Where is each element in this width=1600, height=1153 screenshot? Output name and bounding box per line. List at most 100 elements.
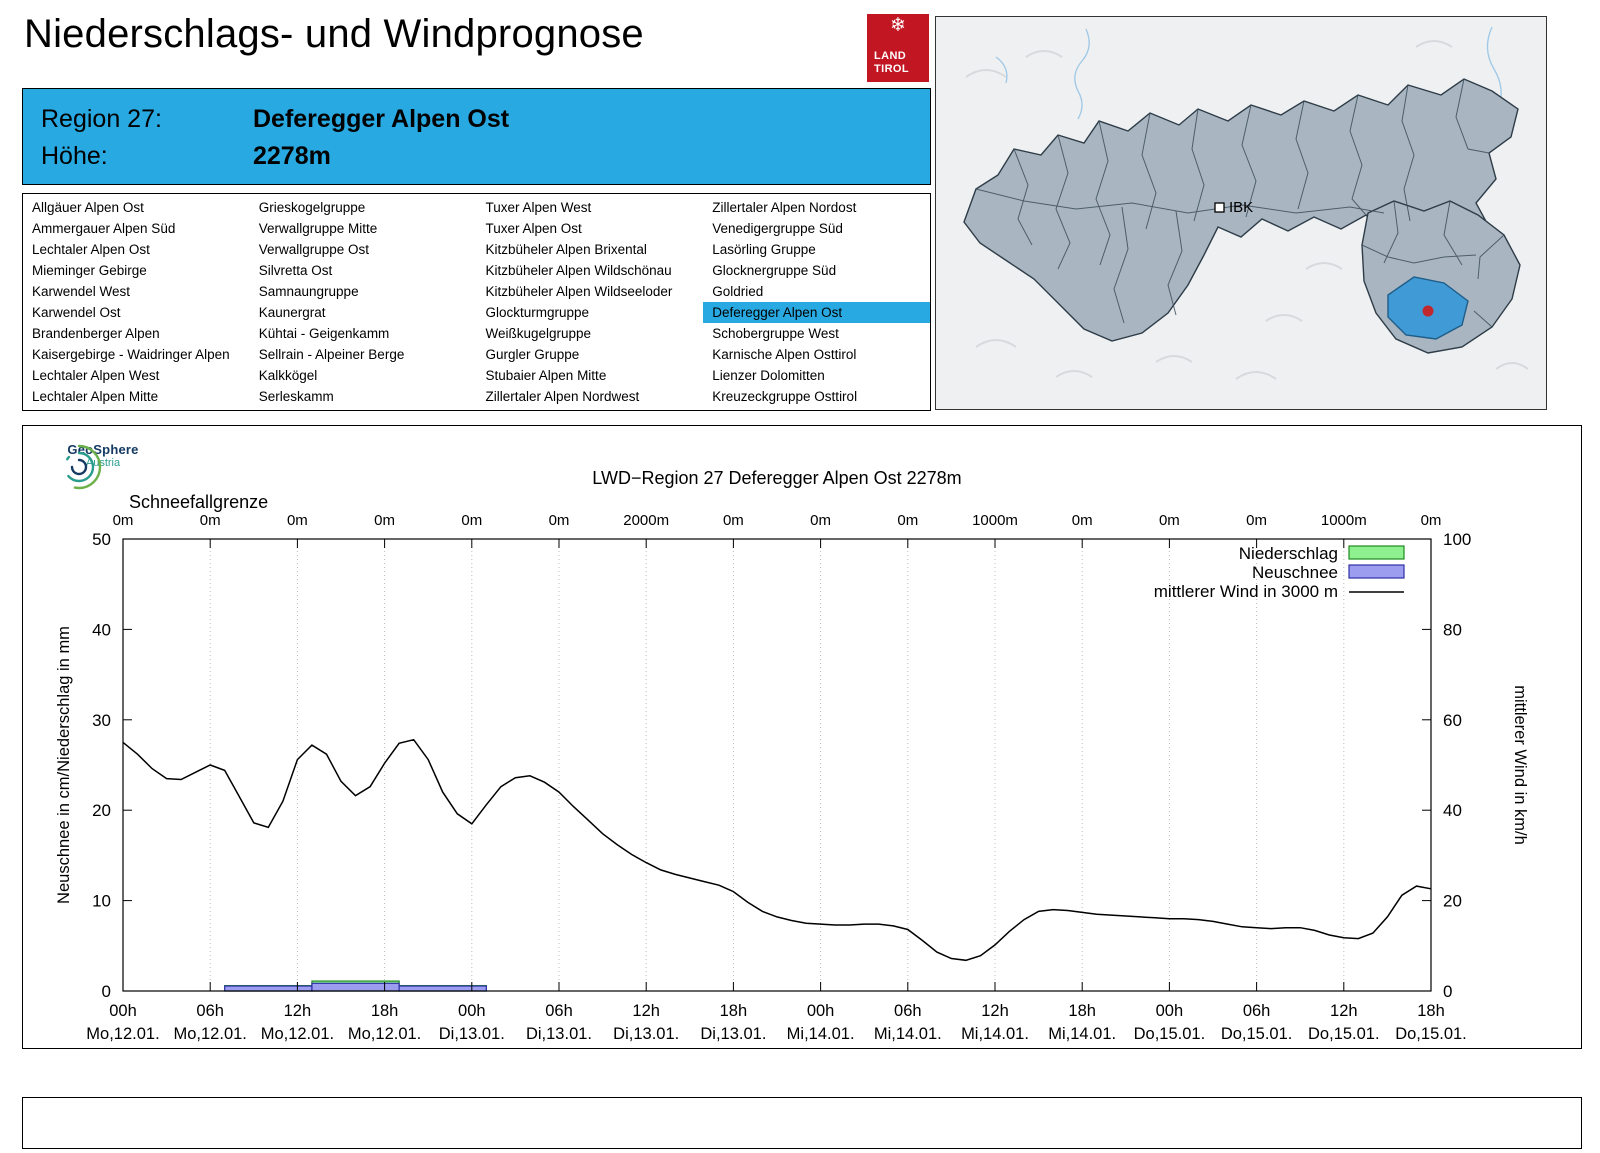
svg-text:Do,15.01.: Do,15.01. xyxy=(1221,1025,1293,1043)
region-list-item[interactable]: Karnische Alpen Osttirol xyxy=(712,347,857,362)
region-list-item[interactable]: Verwallgruppe Mitte xyxy=(258,221,378,236)
svg-text:Mo,12.01.: Mo,12.01. xyxy=(86,1025,159,1043)
region-list-item[interactable]: Kaisergebirge - Waidringer Alpen xyxy=(32,347,230,362)
svg-text:20: 20 xyxy=(1443,892,1462,911)
region-list-item[interactable]: Grieskogelgruppe xyxy=(258,200,366,215)
svg-text:0m: 0m xyxy=(897,512,918,529)
ibk-marker-square xyxy=(1214,202,1225,213)
land-tirol-logo-text: LAND TIROL xyxy=(874,49,909,75)
region-list-item[interactable]: Kitzbüheler Alpen Brixental xyxy=(485,242,647,257)
region-info-panel: Region 27: Deferegger Alpen Ost Höhe: 22… xyxy=(22,88,931,185)
svg-text:Di,13.01.: Di,13.01. xyxy=(613,1025,679,1043)
svg-text:0: 0 xyxy=(1443,982,1452,1001)
svg-text:12h: 12h xyxy=(981,1002,1009,1020)
svg-text:12h: 12h xyxy=(632,1002,660,1020)
svg-text:mittlerer Wind in km/h: mittlerer Wind in km/h xyxy=(1511,685,1529,845)
svg-text:Mo,12.01.: Mo,12.01. xyxy=(348,1025,421,1043)
region-list-item[interactable]: Karwendel West xyxy=(32,284,131,299)
svg-text:06h: 06h xyxy=(1243,1002,1271,1020)
region-list-item[interactable]: Silvretta Ost xyxy=(258,263,333,278)
svg-text:18h: 18h xyxy=(371,1002,399,1020)
svg-text:Mi,14.01.: Mi,14.01. xyxy=(787,1025,855,1043)
svg-text:18h: 18h xyxy=(720,1002,748,1020)
svg-text:0m: 0m xyxy=(287,512,308,529)
region-list-item[interactable]: Venedigergruppe Süd xyxy=(712,221,843,236)
svg-text:Do,15.01.: Do,15.01. xyxy=(1134,1025,1206,1043)
region-list-item[interactable]: Lechtaler Alpen West xyxy=(32,368,160,383)
neuschnee-bar xyxy=(224,985,313,992)
region-list-item[interactable]: Goldried xyxy=(712,284,764,299)
svg-text:06h: 06h xyxy=(545,1002,573,1020)
svg-text:00h: 00h xyxy=(807,1002,835,1020)
region-list-item[interactable]: Deferegger Alpen Ost xyxy=(703,302,930,323)
svg-text:00h: 00h xyxy=(109,1002,137,1020)
svg-text:12h: 12h xyxy=(1330,1002,1358,1020)
region-list-item[interactable]: Kreuzeckgruppe Osttirol xyxy=(712,389,858,404)
region-list-item[interactable]: Serleskamm xyxy=(258,389,334,404)
region-list-item[interactable]: Verwallgruppe Ost xyxy=(258,242,370,257)
svg-text:Neuschnee in cm/Niederschlag i: Neuschnee in cm/Niederschlag in mm xyxy=(55,626,73,904)
region-list-item[interactable]: Schobergruppe West xyxy=(712,326,839,341)
svg-text:1000m: 1000m xyxy=(972,512,1018,529)
svg-text:Mi,14.01.: Mi,14.01. xyxy=(1048,1025,1116,1043)
region-list-item[interactable]: Lechtaler Alpen Ost xyxy=(32,242,150,257)
svg-text:1000m: 1000m xyxy=(1321,512,1367,529)
wind-line xyxy=(122,738,1432,962)
region-list-item[interactable]: Lienzer Dolomitten xyxy=(712,368,825,383)
svg-text:10: 10 xyxy=(92,892,111,911)
region-list-item[interactable]: Zillertaler Alpen Nordost xyxy=(712,200,857,215)
region-list-item[interactable]: Kitzbüheler Alpen Wildseeloder xyxy=(485,284,673,299)
svg-text:0m: 0m xyxy=(113,512,134,529)
forecast-chart: 0 10 20 30 40 50 0 20 40 60 80 100 00h Mo,12.01. 0m 06h… xyxy=(22,425,1582,1049)
region-list-item[interactable]: Kalkkögel xyxy=(258,368,318,383)
region-list-item[interactable]: Stubaier Alpen Mitte xyxy=(485,368,607,383)
neuschnee-bar xyxy=(398,985,487,992)
svg-text:Niederschlag: Niederschlag xyxy=(1239,544,1338,563)
region-list-item[interactable]: Samnaungruppe xyxy=(258,284,359,299)
svg-text:Do,15.01.: Do,15.01. xyxy=(1308,1025,1380,1043)
neuschnee-bar xyxy=(311,982,400,992)
svg-text:0m: 0m xyxy=(374,512,395,529)
tirol-region-map[interactable]: IBK xyxy=(935,16,1547,410)
svg-text:0m: 0m xyxy=(1421,512,1442,529)
region-list-item[interactable]: Allgäuer Alpen Ost xyxy=(32,200,144,215)
region-list-item[interactable]: Gurgler Gruppe xyxy=(485,347,580,362)
svg-text:80: 80 xyxy=(1443,620,1462,639)
svg-text:40: 40 xyxy=(92,620,111,639)
svg-text:0m: 0m xyxy=(1072,512,1093,529)
geosphere-logo: GeoSphere Austria xyxy=(53,442,153,490)
region-list-item[interactable]: Kitzbüheler Alpen Wildschönau xyxy=(485,263,672,278)
svg-text:0m: 0m xyxy=(1159,512,1180,529)
region-value: Deferegger Alpen Ost xyxy=(253,105,510,133)
region-list-item[interactable]: Sellrain - Alpeiner Berge xyxy=(258,347,405,362)
region-list-item[interactable]: Lechtaler Alpen Mitte xyxy=(32,389,159,404)
region-list-item[interactable]: Ammergauer Alpen Süd xyxy=(32,221,176,236)
svg-text:06h: 06h xyxy=(196,1002,224,1020)
svg-text:Mo,12.01.: Mo,12.01. xyxy=(174,1025,247,1043)
chart-svg: 0 10 20 30 40 50 0 20 40 60 80 100 00h Mo,12.01. 0m 06h… xyxy=(55,468,1529,1043)
svg-text:06h: 06h xyxy=(894,1002,922,1020)
svg-text:Mi,14.01.: Mi,14.01. xyxy=(961,1025,1029,1043)
svg-text:0m: 0m xyxy=(723,512,744,529)
region-list-item[interactable]: Tuxer Alpen West xyxy=(485,200,592,215)
region-list-item[interactable]: Glockturmgruppe xyxy=(485,305,590,320)
svg-text:0m: 0m xyxy=(1246,512,1267,529)
svg-text:0m: 0m xyxy=(200,512,221,529)
region-list-item[interactable]: Zillertaler Alpen Nordwest xyxy=(485,389,640,404)
notes-box xyxy=(22,1097,1582,1149)
ibk-label: IBK xyxy=(1229,199,1253,216)
region-list-item[interactable]: Kaunergrat xyxy=(258,305,326,320)
region-list-item[interactable]: Kühtai - Geigenkamm xyxy=(258,326,390,341)
region-list-item[interactable]: Lasörling Gruppe xyxy=(712,242,816,257)
region-list-item[interactable]: Glocknergruppe Süd xyxy=(712,263,837,278)
land-tirol-logo: ❄ LAND TIROL xyxy=(867,14,929,82)
region-list-item[interactable]: Brandenberger Alpen xyxy=(32,326,160,341)
svg-text:Mo,12.01.: Mo,12.01. xyxy=(261,1025,334,1043)
region-list-item[interactable]: Mieminger Gebirge xyxy=(32,263,147,278)
svg-text:Di,13.01.: Di,13.01. xyxy=(526,1025,592,1043)
region-list-item[interactable]: Karwendel Ost xyxy=(32,305,121,320)
station-marker xyxy=(1422,305,1434,317)
region-list-item[interactable]: Tuxer Alpen Ost xyxy=(485,221,582,236)
region-list-item[interactable]: Weißkugelgruppe xyxy=(485,326,592,341)
region-row: Region 27: Deferegger Alpen Ost xyxy=(41,101,930,138)
